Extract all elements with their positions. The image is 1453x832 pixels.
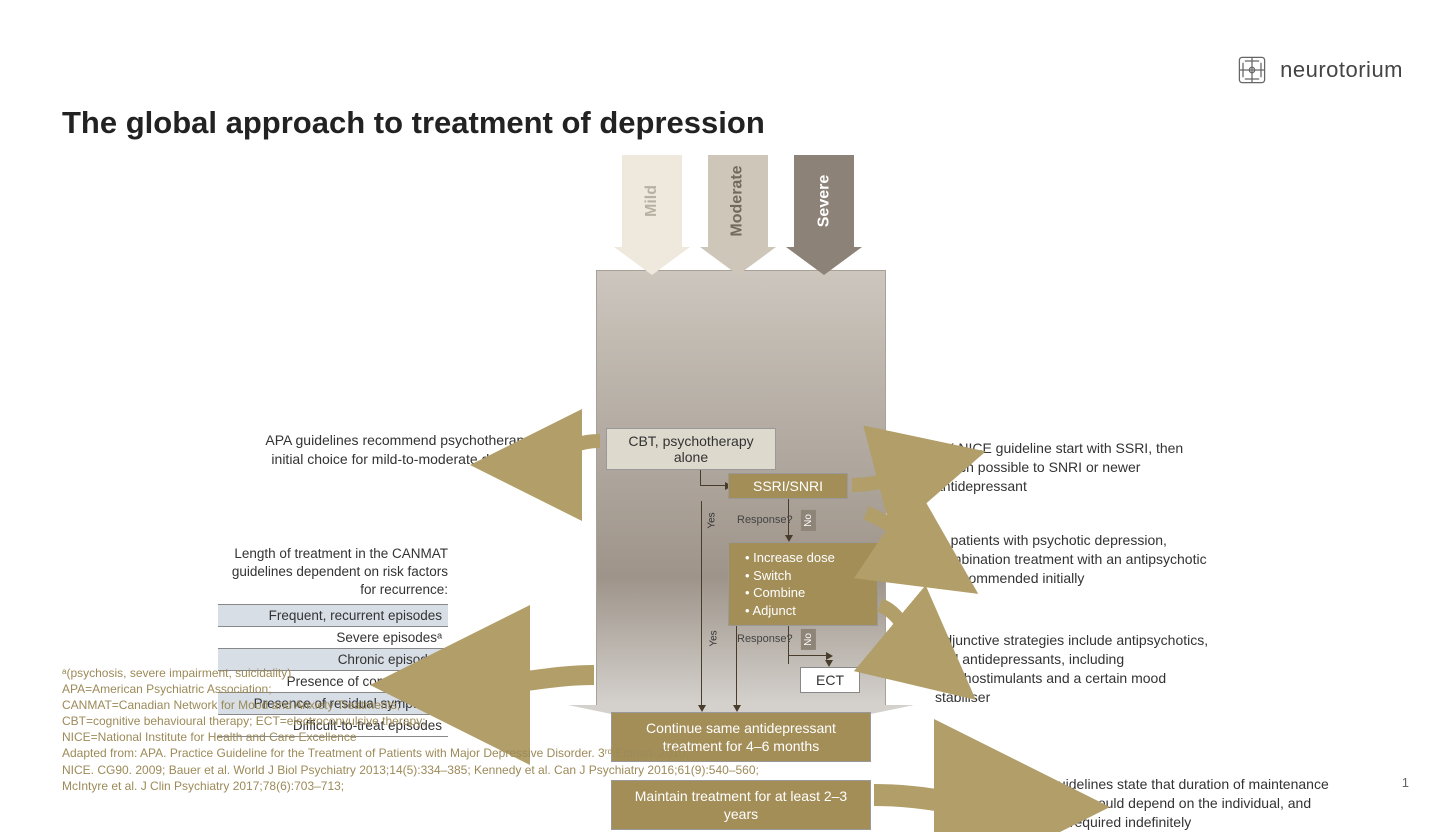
footnote-line: CBT=cognitive behavioural therapy; ECT=e… <box>62 713 759 729</box>
footnote-line: Adapted from: APA. Practice Guideline fo… <box>62 745 759 761</box>
brand-logo: neurotorium <box>1234 52 1403 88</box>
page-title: The global approach to treatment of depr… <box>62 105 765 141</box>
footnote-line: NICE=National Institute for Health and C… <box>62 729 759 745</box>
footnote-line: APA=American Psychiatric Association; <box>62 681 759 697</box>
footnote-line: McIntyre et al. J Clin Psychiatry 2017;7… <box>62 778 759 794</box>
footnote-line: CANMAT=Canadian Network for Mood and Anx… <box>62 697 759 713</box>
page-number: 1 <box>1402 775 1409 790</box>
footnotes: ᵃ(psychosis, severe impairment, suicidal… <box>62 665 759 795</box>
footnote-line: NICE. CG90. 2009; Bauer et al. World J B… <box>62 762 759 778</box>
brand-name: neurotorium <box>1280 57 1403 83</box>
footnote-line: ᵃ(psychosis, severe impairment, suicidal… <box>62 665 759 681</box>
brain-icon <box>1234 52 1270 88</box>
